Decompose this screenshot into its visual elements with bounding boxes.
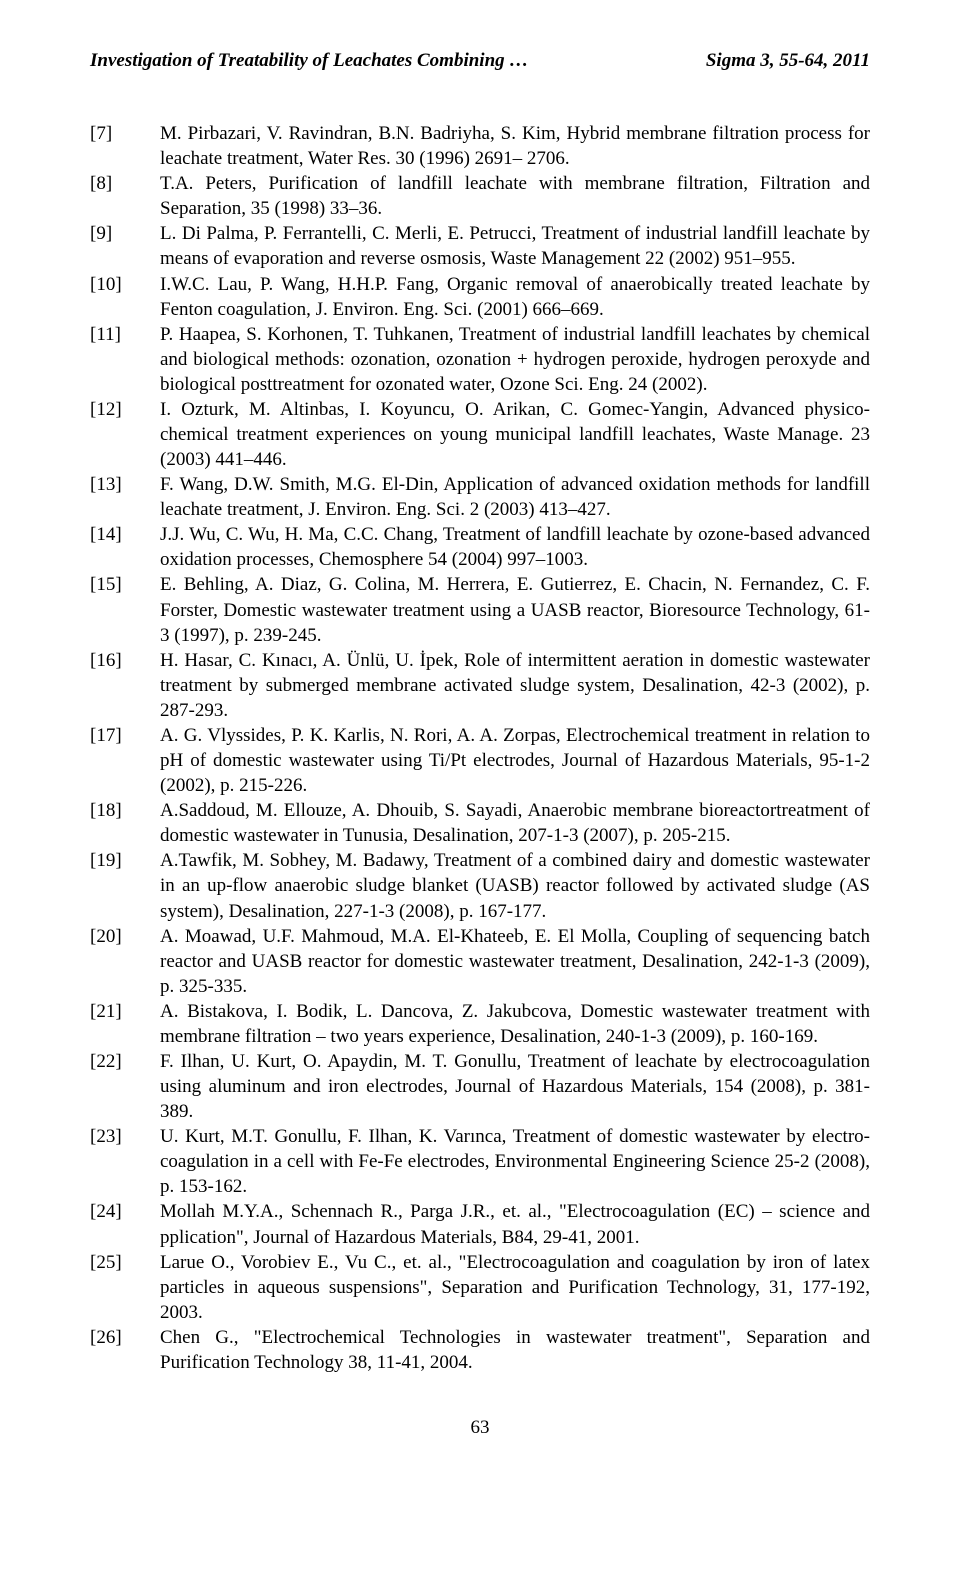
reference-number: [10] — [90, 272, 160, 297]
reference-item: [21]A. Bistakova, I. Bodik, L. Dancova, … — [90, 999, 870, 1049]
header-right: Sigma 3, 55-64, 2011 — [706, 48, 870, 73]
reference-number: [24] — [90, 1199, 160, 1224]
reference-text: A.Saddoud, M. Ellouze, A. Dhouib, S. Say… — [160, 798, 870, 848]
reference-item: [8]T.A. Peters, Purification of landfill… — [90, 171, 870, 221]
reference-item: [13]F. Wang, D.W. Smith, M.G. El-Din, Ap… — [90, 472, 870, 522]
reference-item: [26]Chen G., "Electrochemical Technologi… — [90, 1325, 870, 1375]
reference-number: [15] — [90, 572, 160, 597]
reference-text: I. Ozturk, M. Altinbas, I. Koyuncu, O. A… — [160, 397, 870, 472]
page-number: 63 — [90, 1415, 870, 1440]
reference-item: [16]H. Hasar, C. Kınacı, A. Ünlü, U. İpe… — [90, 648, 870, 723]
reference-item: [19]A.Tawfik, M. Sobhey, M. Badawy, Trea… — [90, 848, 870, 923]
reference-text: A.Tawfik, M. Sobhey, M. Badawy, Treatmen… — [160, 848, 870, 923]
reference-number: [21] — [90, 999, 160, 1024]
reference-number: [7] — [90, 121, 160, 146]
reference-item: [7]M. Pirbazari, V. Ravindran, B.N. Badr… — [90, 121, 870, 171]
reference-item: [18]A.Saddoud, M. Ellouze, A. Dhouib, S.… — [90, 798, 870, 848]
reference-number: [18] — [90, 798, 160, 823]
header-left: Investigation of Treatability of Leachat… — [90, 48, 528, 73]
reference-number: [20] — [90, 924, 160, 949]
reference-item: [20]A. Moawad, U.F. Mahmoud, M.A. El-Kha… — [90, 924, 870, 999]
reference-number: [25] — [90, 1250, 160, 1275]
reference-text: E. Behling, A. Diaz, G. Colina, M. Herre… — [160, 572, 870, 647]
reference-number: [19] — [90, 848, 160, 873]
reference-text: M. Pirbazari, V. Ravindran, B.N. Badriyh… — [160, 121, 870, 171]
reference-item: [9]L. Di Palma, P. Ferrantelli, C. Merli… — [90, 221, 870, 271]
reference-text: F. Wang, D.W. Smith, M.G. El-Din, Applic… — [160, 472, 870, 522]
reference-number: [9] — [90, 221, 160, 246]
reference-item: [23]U. Kurt, M.T. Gonullu, F. Ilhan, K. … — [90, 1124, 870, 1199]
reference-text: Chen G., "Electrochemical Technologies i… — [160, 1325, 870, 1375]
reference-item: [10]I.W.C. Lau, P. Wang, H.H.P. Fang, Or… — [90, 272, 870, 322]
reference-item: [25]Larue O., Vorobiev E., Vu C., et. al… — [90, 1250, 870, 1325]
reference-number: [26] — [90, 1325, 160, 1350]
reference-item: [22]F. Ilhan, U. Kurt, O. Apaydin, M. T.… — [90, 1049, 870, 1124]
reference-text: A. Bistakova, I. Bodik, L. Dancova, Z. J… — [160, 999, 870, 1049]
reference-text: J.J. Wu, C. Wu, H. Ma, C.C. Chang, Treat… — [160, 522, 870, 572]
reference-number: [22] — [90, 1049, 160, 1074]
reference-text: I.W.C. Lau, P. Wang, H.H.P. Fang, Organi… — [160, 272, 870, 322]
page-header: Investigation of Treatability of Leachat… — [90, 48, 870, 73]
reference-item: [12]I. Ozturk, M. Altinbas, I. Koyuncu, … — [90, 397, 870, 472]
reference-text: U. Kurt, M.T. Gonullu, F. Ilhan, K. Varı… — [160, 1124, 870, 1199]
reference-text: P. Haapea, S. Korhonen, T. Tuhkanen, Tre… — [160, 322, 870, 397]
reference-text: Mollah M.Y.A., Schennach R., Parga J.R.,… — [160, 1199, 870, 1249]
reference-item: [17]A. G. Vlyssides, P. K. Karlis, N. Ro… — [90, 723, 870, 798]
reference-item: [14]J.J. Wu, C. Wu, H. Ma, C.C. Chang, T… — [90, 522, 870, 572]
reference-number: [17] — [90, 723, 160, 748]
reference-number: [11] — [90, 322, 160, 347]
reference-text: A. Moawad, U.F. Mahmoud, M.A. El-Khateeb… — [160, 924, 870, 999]
reference-text: T.A. Peters, Purification of landfill le… — [160, 171, 870, 221]
reference-text: H. Hasar, C. Kınacı, A. Ünlü, U. İpek, R… — [160, 648, 870, 723]
reference-text: F. Ilhan, U. Kurt, O. Apaydin, M. T. Gon… — [160, 1049, 870, 1124]
reference-item: [15]E. Behling, A. Diaz, G. Colina, M. H… — [90, 572, 870, 647]
reference-text: A. G. Vlyssides, P. K. Karlis, N. Rori, … — [160, 723, 870, 798]
reference-number: [14] — [90, 522, 160, 547]
reference-number: [16] — [90, 648, 160, 673]
reference-number: [8] — [90, 171, 160, 196]
references-list: [7]M. Pirbazari, V. Ravindran, B.N. Badr… — [90, 121, 870, 1375]
reference-number: [23] — [90, 1124, 160, 1149]
reference-number: [12] — [90, 397, 160, 422]
reference-item: [11]P. Haapea, S. Korhonen, T. Tuhkanen,… — [90, 322, 870, 397]
reference-number: [13] — [90, 472, 160, 497]
reference-text: L. Di Palma, P. Ferrantelli, C. Merli, E… — [160, 221, 870, 271]
reference-item: [24]Mollah M.Y.A., Schennach R., Parga J… — [90, 1199, 870, 1249]
reference-text: Larue O., Vorobiev E., Vu C., et. al., "… — [160, 1250, 870, 1325]
